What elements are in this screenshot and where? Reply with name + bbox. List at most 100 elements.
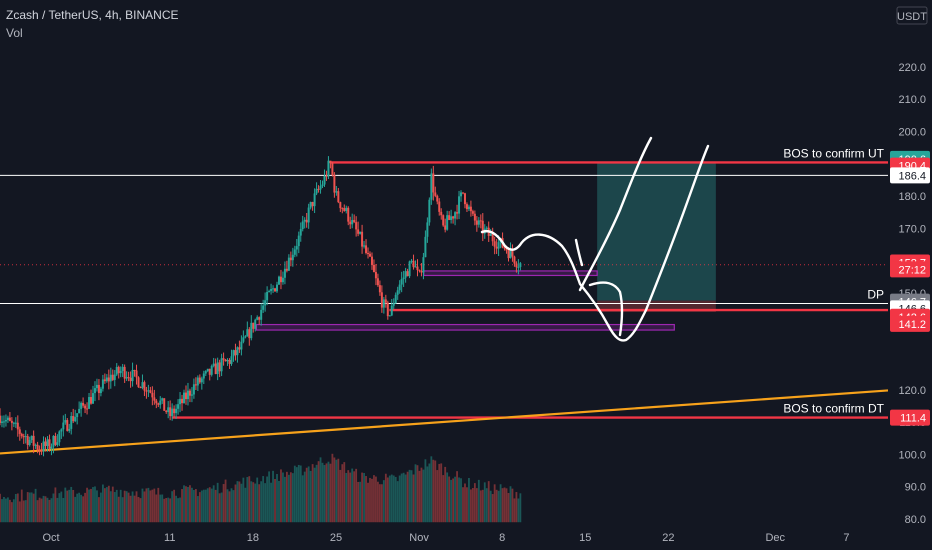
candle-body[interactable] bbox=[341, 208, 344, 210]
candle-body[interactable] bbox=[6, 417, 9, 420]
candle-body[interactable] bbox=[408, 261, 411, 277]
candle-body[interactable] bbox=[420, 271, 423, 273]
candle-body[interactable] bbox=[380, 292, 383, 308]
candle-body[interactable] bbox=[141, 382, 144, 388]
candle-body[interactable] bbox=[177, 404, 180, 409]
candle-body[interactable] bbox=[216, 362, 219, 375]
candle-body[interactable] bbox=[491, 233, 494, 242]
candle-body[interactable] bbox=[448, 215, 451, 220]
candle-body[interactable] bbox=[212, 363, 215, 366]
candle-body[interactable] bbox=[497, 242, 500, 249]
candle-body[interactable] bbox=[68, 428, 71, 431]
price-badge[interactable] bbox=[890, 167, 930, 184]
candle-body[interactable] bbox=[192, 384, 195, 395]
symbol-title[interactable]: Zcash / TetherUS, 4h, BINANCE bbox=[6, 8, 179, 22]
candle-body[interactable] bbox=[214, 363, 217, 375]
candle-body[interactable] bbox=[200, 378, 203, 383]
candle-body[interactable] bbox=[325, 175, 328, 177]
candle-body[interactable] bbox=[303, 219, 306, 222]
candle-body[interactable] bbox=[418, 270, 421, 272]
candle-body[interactable] bbox=[434, 192, 437, 196]
target-zone-box[interactable] bbox=[597, 162, 716, 301]
candle-body[interactable] bbox=[184, 392, 187, 400]
candle-body[interactable] bbox=[84, 405, 87, 409]
candle-body[interactable] bbox=[157, 403, 160, 405]
candle-body[interactable] bbox=[262, 305, 265, 310]
candle-body[interactable] bbox=[295, 246, 298, 250]
candle-body[interactable] bbox=[446, 215, 449, 230]
candle-body[interactable] bbox=[167, 407, 170, 413]
candle-body[interactable] bbox=[268, 291, 271, 293]
candle-body[interactable] bbox=[117, 366, 120, 374]
candle-body[interactable] bbox=[129, 377, 132, 382]
candle-body[interactable] bbox=[196, 377, 199, 386]
candle-body[interactable] bbox=[349, 221, 352, 225]
candle-body[interactable] bbox=[287, 257, 290, 271]
candle-body[interactable] bbox=[315, 188, 318, 194]
candle-body[interactable] bbox=[357, 229, 360, 234]
candle-body[interactable] bbox=[465, 204, 468, 210]
candle-body[interactable] bbox=[467, 206, 470, 210]
candle-body[interactable] bbox=[489, 233, 492, 236]
candle-body[interactable] bbox=[179, 398, 182, 405]
candle-body[interactable] bbox=[171, 408, 174, 417]
candle-body[interactable] bbox=[309, 201, 312, 208]
candle-body[interactable] bbox=[147, 390, 150, 392]
candle-body[interactable] bbox=[311, 201, 314, 207]
candle-body[interactable] bbox=[105, 377, 108, 382]
purple-zone-upper[interactable] bbox=[423, 270, 598, 277]
candle-body[interactable] bbox=[374, 272, 377, 279]
candle-body[interactable] bbox=[143, 382, 146, 391]
candle-body[interactable] bbox=[88, 397, 91, 409]
candle-body[interactable] bbox=[297, 235, 300, 247]
candle-body[interactable] bbox=[319, 186, 322, 190]
candle-body[interactable] bbox=[161, 398, 164, 401]
candle-body[interactable] bbox=[119, 370, 122, 374]
candle-body[interactable] bbox=[370, 256, 373, 265]
candle-body[interactable] bbox=[266, 291, 269, 301]
candle-body[interactable] bbox=[95, 384, 98, 389]
candle-body[interactable] bbox=[392, 303, 395, 306]
candle-body[interactable] bbox=[135, 370, 138, 378]
candle-body[interactable] bbox=[276, 284, 279, 292]
candle-body[interactable] bbox=[175, 408, 178, 414]
candle-body[interactable] bbox=[151, 392, 154, 398]
candle-body[interactable] bbox=[460, 192, 463, 197]
candle-body[interactable] bbox=[412, 260, 415, 268]
candle-body[interactable] bbox=[40, 450, 43, 452]
candle-body[interactable] bbox=[333, 174, 336, 193]
candle-body[interactable] bbox=[424, 236, 427, 258]
candle-body[interactable] bbox=[107, 377, 110, 382]
candle-body[interactable] bbox=[78, 408, 81, 414]
candle-body[interactable] bbox=[74, 417, 77, 422]
candle-body[interactable] bbox=[127, 377, 130, 379]
candle-body[interactable] bbox=[503, 247, 506, 249]
candle-body[interactable] bbox=[240, 341, 243, 350]
candle-body[interactable] bbox=[258, 317, 261, 320]
candle-body[interactable] bbox=[99, 388, 102, 394]
candle-body[interactable] bbox=[313, 193, 316, 207]
candle-body[interactable] bbox=[396, 290, 399, 295]
candle-body[interactable] bbox=[386, 302, 389, 317]
candle-body[interactable] bbox=[80, 402, 83, 409]
candle-body[interactable] bbox=[28, 440, 31, 445]
candle-body[interactable] bbox=[406, 271, 409, 277]
candle-body[interactable] bbox=[52, 435, 55, 447]
candle-body[interactable] bbox=[463, 193, 466, 205]
candle-body[interactable] bbox=[58, 431, 61, 443]
candle-body[interactable] bbox=[272, 288, 275, 290]
candle-body[interactable] bbox=[198, 377, 201, 383]
candle-body[interactable] bbox=[155, 400, 158, 404]
candle-body[interactable] bbox=[402, 277, 405, 280]
candle-body[interactable] bbox=[337, 191, 340, 203]
candle-body[interactable] bbox=[438, 201, 441, 212]
candle-body[interactable] bbox=[34, 444, 37, 446]
projection-drawing-3[interactable] bbox=[578, 136, 653, 292]
candle-body[interactable] bbox=[256, 317, 259, 320]
candle-body[interactable] bbox=[291, 254, 294, 261]
candle-body[interactable] bbox=[244, 336, 247, 338]
candle-body[interactable] bbox=[329, 160, 332, 164]
candle-body[interactable] bbox=[281, 277, 284, 283]
price-badge[interactable] bbox=[890, 409, 930, 426]
candle-body[interactable] bbox=[250, 322, 253, 339]
